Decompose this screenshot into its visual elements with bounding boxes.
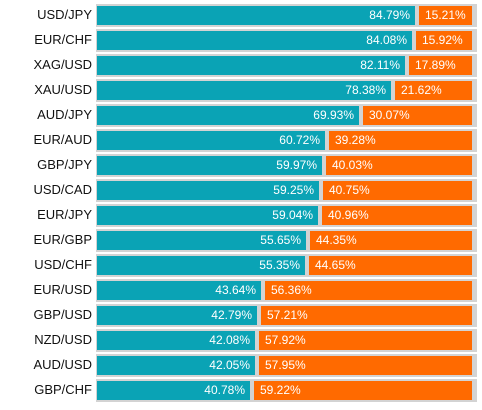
long-bar: 42.08% — [97, 331, 255, 350]
bar-track: 60.72% 39.28% — [96, 129, 477, 152]
currency-pair-label: NZD/USD — [34, 332, 92, 347]
bar-track: 59.04% 40.96% — [96, 204, 477, 227]
bar-row: GBP/JPY 59.97% 40.03% — [0, 152, 482, 177]
bar-row: NZD/USD 42.08% 57.92% — [0, 327, 482, 352]
bar-track: 84.79% 15.21% — [96, 4, 477, 27]
currency-pair-label: USD/CHF — [34, 257, 92, 272]
currency-pair-label: AUD/USD — [33, 357, 92, 372]
short-bar: 17.89% — [409, 56, 472, 75]
short-bar: 15.21% — [419, 6, 472, 25]
currency-pair-label: GBP/JPY — [37, 157, 92, 172]
short-bar: 57.95% — [259, 356, 472, 375]
long-bar: 40.78% — [97, 381, 250, 400]
currency-pair-label: USD/JPY — [37, 7, 92, 22]
bar-track: 55.35% 44.65% — [96, 254, 477, 277]
currency-pair-label: EUR/USD — [33, 282, 92, 297]
short-bar: 44.35% — [310, 231, 472, 250]
short-bar: 40.75% — [323, 181, 472, 200]
long-bar: 84.08% — [97, 31, 412, 50]
currency-pair-label: EUR/JPY — [37, 207, 92, 222]
bar-row: AUD/USD 42.05% 57.95% — [0, 352, 482, 377]
bar-row: XAU/USD 78.38% 21.62% — [0, 77, 482, 102]
short-bar: 39.28% — [329, 131, 472, 150]
currency-pair-label: EUR/GBP — [33, 232, 92, 247]
short-bar: 56.36% — [265, 281, 472, 300]
currency-pair-label: AUD/JPY — [37, 107, 92, 122]
currency-pair-label: GBP/USD — [33, 307, 92, 322]
currency-pair-label: EUR/AUD — [33, 132, 92, 147]
bar-row: GBP/USD 42.79% 57.21% — [0, 302, 482, 327]
short-bar: 57.21% — [261, 306, 472, 325]
long-bar: 59.04% — [97, 206, 318, 225]
bar-track: 42.08% 57.92% — [96, 329, 477, 352]
short-bar: 44.65% — [309, 256, 472, 275]
bar-track: 40.78% 59.22% — [96, 379, 477, 402]
short-bar: 30.07% — [363, 106, 472, 125]
long-bar: 60.72% — [97, 131, 325, 150]
long-bar: 55.35% — [97, 256, 305, 275]
long-bar: 43.64% — [97, 281, 261, 300]
long-bar: 59.25% — [97, 181, 319, 200]
currency-pair-label: EUR/CHF — [34, 32, 92, 47]
bar-track: 82.11% 17.89% — [96, 54, 477, 77]
long-bar: 42.79% — [97, 306, 257, 325]
currency-pair-label: USD/CAD — [33, 182, 92, 197]
bar-track: 69.93% 30.07% — [96, 104, 477, 127]
bar-track: 42.05% 57.95% — [96, 354, 477, 377]
long-bar: 84.79% — [97, 6, 415, 25]
short-bar: 40.96% — [322, 206, 472, 225]
bar-row: XAG/USD 82.11% 17.89% — [0, 52, 482, 77]
currency-pair-label: GBP/CHF — [34, 382, 92, 397]
bar-row: GBP/CHF 40.78% 59.22% — [0, 377, 482, 402]
long-bar: 59.97% — [97, 156, 322, 175]
currency-pair-label: XAG/USD — [33, 57, 92, 72]
bar-row: USD/JPY 84.79% 15.21% — [0, 2, 482, 27]
bar-row: EUR/AUD 60.72% 39.28% — [0, 127, 482, 152]
short-bar: 40.03% — [326, 156, 472, 175]
bar-track: 84.08% 15.92% — [96, 29, 477, 52]
bar-track: 55.65% 44.35% — [96, 229, 477, 252]
bar-row: USD/CAD 59.25% 40.75% — [0, 177, 482, 202]
short-bar: 21.62% — [395, 81, 472, 100]
bar-track: 78.38% 21.62% — [96, 79, 477, 102]
short-bar: 57.92% — [259, 331, 472, 350]
bar-row: EUR/USD 43.64% 56.36% — [0, 277, 482, 302]
short-bar: 59.22% — [254, 381, 472, 400]
long-bar: 78.38% — [97, 81, 391, 100]
bar-row: EUR/JPY 59.04% 40.96% — [0, 202, 482, 227]
bar-track: 59.97% 40.03% — [96, 154, 477, 177]
bar-row: EUR/CHF 84.08% 15.92% — [0, 27, 482, 52]
long-bar: 69.93% — [97, 106, 359, 125]
bar-row: USD/CHF 55.35% 44.65% — [0, 252, 482, 277]
short-bar: 15.92% — [416, 31, 472, 50]
long-bar: 55.65% — [97, 231, 306, 250]
currency-pair-label: XAU/USD — [34, 82, 92, 97]
bar-track: 42.79% 57.21% — [96, 304, 477, 327]
long-bar: 82.11% — [97, 56, 405, 75]
bar-track: 43.64% 56.36% — [96, 279, 477, 302]
bar-row: EUR/GBP 55.65% 44.35% — [0, 227, 482, 252]
bar-track: 59.25% 40.75% — [96, 179, 477, 202]
bar-row: AUD/JPY 69.93% 30.07% — [0, 102, 482, 127]
long-bar: 42.05% — [97, 356, 255, 375]
